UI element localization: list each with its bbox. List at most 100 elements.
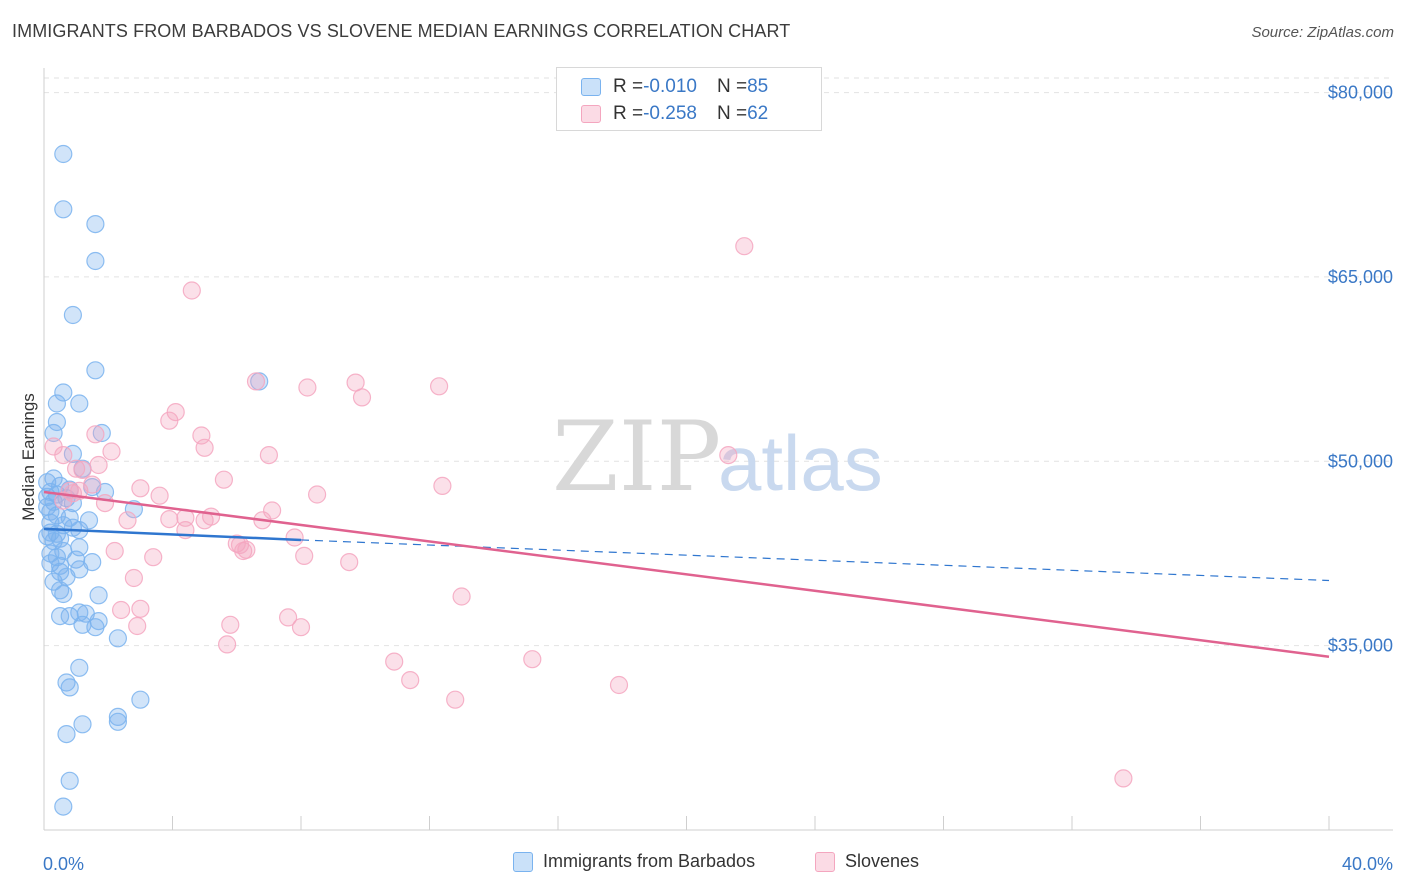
point-slovenes <box>54 491 73 510</box>
trend-line-barbados-extension <box>300 539 1330 582</box>
point-slovenes <box>218 635 237 654</box>
axes <box>43 68 1393 831</box>
point-barbados <box>86 215 105 234</box>
y-tick-labels: $35,000 $50,000 $65,000 $80,000 <box>1328 83 1393 656</box>
point-slovenes <box>102 442 121 461</box>
point-barbados <box>60 678 79 697</box>
point-slovenes <box>221 615 240 634</box>
point-slovenes <box>54 446 73 465</box>
point-slovenes <box>433 476 452 495</box>
legend-r-label: R = <box>613 103 644 124</box>
point-slovenes <box>340 552 359 572</box>
point-barbados <box>108 629 128 648</box>
series-legend-label-slovenes: Slovenes <box>845 851 920 871</box>
series-legend-slovenes[interactable]: Slovenes <box>815 851 919 872</box>
point-barbados <box>47 412 67 432</box>
point-barbados <box>54 584 73 604</box>
trend-line-slovenes <box>43 490 1330 658</box>
point-barbados <box>54 200 73 219</box>
point-slovenes <box>89 455 108 475</box>
point-slovenes <box>150 486 169 505</box>
point-barbados <box>86 251 105 271</box>
point-barbados <box>60 508 79 527</box>
point-slovenes <box>214 470 233 489</box>
x-tick-label-max: 40.0% <box>1342 854 1393 874</box>
point-slovenes <box>128 616 147 636</box>
point-slovenes <box>452 587 471 606</box>
point-slovenes <box>118 511 137 530</box>
point-slovenes <box>246 372 266 391</box>
point-barbados <box>131 690 150 709</box>
point-barbados <box>50 556 70 575</box>
series-legend-barbados[interactable]: Immigrants from Barbados <box>513 851 755 872</box>
point-slovenes <box>131 599 150 618</box>
point-slovenes <box>66 459 86 478</box>
point-barbados <box>70 658 89 677</box>
point-barbados <box>50 606 70 626</box>
point-barbados <box>86 618 105 637</box>
legend-row-slovenes: R = -0.258 N = 62 <box>581 102 768 126</box>
point-slovenes <box>259 446 278 465</box>
point-slovenes <box>144 548 163 567</box>
legend-n-label: N = <box>716 76 748 97</box>
point-slovenes <box>291 618 311 637</box>
gridlines <box>44 77 1393 647</box>
point-slovenes <box>86 425 105 444</box>
x-tick-labels: 0.0% 40.0% <box>43 854 1393 874</box>
point-barbados <box>108 712 128 731</box>
point-slovenes <box>298 378 317 397</box>
point-slovenes <box>111 600 131 620</box>
series-legend-swatch-barbados <box>513 851 533 872</box>
point-slovenes <box>719 446 738 465</box>
legend-n-label: N = <box>716 103 748 124</box>
series-legend: Immigrants from Barbados Slovenes <box>0 851 1406 879</box>
y-tick-label: $35,000 <box>1328 636 1393 656</box>
point-slovenes <box>160 411 179 430</box>
point-barbados <box>79 511 99 530</box>
point-barbados <box>54 144 73 164</box>
trend-line-barbados <box>43 527 302 542</box>
point-barbados <box>60 771 79 790</box>
point-slovenes <box>735 237 754 256</box>
point-barbados <box>89 586 108 605</box>
point-slovenes <box>95 494 115 513</box>
series-slovenes-points <box>44 237 1133 788</box>
point-slovenes <box>105 541 124 561</box>
point-barbados <box>73 715 92 734</box>
point-slovenes <box>237 540 256 559</box>
stats-legend: R = -0.010 N = 85 R = -0.258 N = 62 <box>556 67 822 131</box>
legend-r-value: -0.010 <box>643 76 697 97</box>
series-legend-label-barbados: Immigrants from Barbados <box>543 851 756 871</box>
chart-source: Source: ZipAtlas.com <box>1251 24 1394 41</box>
point-slovenes <box>609 675 629 695</box>
legend-r-value: -0.258 <box>643 103 697 124</box>
point-slovenes <box>124 568 143 588</box>
point-barbados <box>108 707 128 727</box>
point-barbados <box>54 797 73 816</box>
point-barbados <box>63 305 83 325</box>
y-tick-label: $65,000 <box>1328 267 1393 287</box>
point-slovenes <box>182 281 201 300</box>
legend-n-value: 85 <box>747 76 769 97</box>
watermark-zip: ZIP <box>552 401 721 513</box>
point-barbados <box>44 423 63 443</box>
point-slovenes <box>1114 769 1133 788</box>
watermark: ZIP atlas <box>552 401 883 513</box>
legend-row-barbados: R = -0.010 N = 85 <box>581 75 768 99</box>
y-tick-label: $50,000 <box>1328 451 1393 471</box>
point-barbados <box>92 423 111 443</box>
point-slovenes <box>308 485 327 504</box>
point-slovenes <box>131 479 150 498</box>
point-barbados <box>70 394 89 413</box>
point-slovenes <box>430 377 449 396</box>
legend-swatch-slovenes <box>581 105 601 123</box>
watermark-atlas: atlas <box>718 419 883 507</box>
point-slovenes <box>352 388 372 407</box>
point-slovenes <box>385 652 404 671</box>
point-slovenes <box>73 460 92 479</box>
point-barbados <box>47 394 67 413</box>
point-slovenes <box>279 608 298 627</box>
y-tick-label: $80,000 <box>1328 83 1393 103</box>
point-slovenes <box>263 501 282 520</box>
